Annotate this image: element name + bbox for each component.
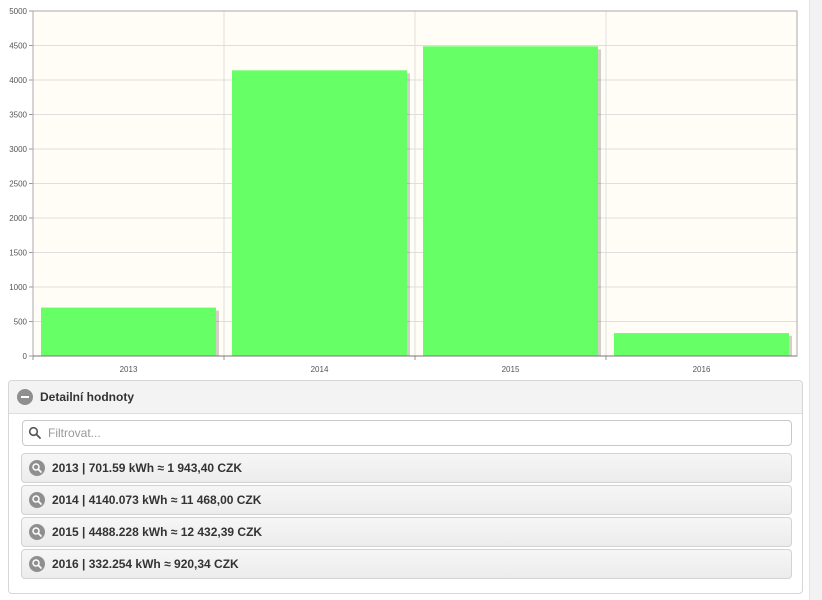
magnifier-icon xyxy=(29,524,45,540)
y-tick-label: 2000 xyxy=(9,214,27,223)
y-tick-label: 4500 xyxy=(9,42,27,51)
panel-header-toggle[interactable]: Detailní hodnoty xyxy=(9,381,802,414)
y-tick-label: 1500 xyxy=(9,249,27,258)
search-icon xyxy=(28,426,41,439)
list-item[interactable]: 2014 | 4140.073 kWh ≈ 11 468,00 CZK xyxy=(21,485,792,515)
collapse-minus-icon[interactable] xyxy=(17,389,33,405)
detail-list: 2013 | 701.59 kWh ≈ 1 943,40 CZK 2014 | … xyxy=(21,453,792,581)
y-tick-label: 3000 xyxy=(9,145,27,154)
y-tick-label: 500 xyxy=(14,318,28,327)
bar-chart: 0 500 1000 1500 2000 2500 3000 3500 4000 4500 5000… xyxy=(9,7,798,374)
list-item[interactable]: 2016 | 332.254 kWh ≈ 920,34 CZK xyxy=(21,549,792,579)
list-item-label: 2013 | 701.59 kWh ≈ 1 943,40 CZK xyxy=(52,461,243,475)
magnifier-icon xyxy=(29,492,45,508)
bar xyxy=(423,46,598,357)
y-tick-label: 0 xyxy=(23,352,28,361)
x-tick-label: 2015 xyxy=(502,365,520,374)
magnifier-icon xyxy=(29,460,45,476)
x-tick-label: 2014 xyxy=(311,365,329,374)
y-tick-label: 5000 xyxy=(9,7,27,16)
chart-svg: 0 500 1000 1500 2000 2500 3000 3500 4000 4500 5000… xyxy=(9,7,798,374)
x-tick-label: 2013 xyxy=(120,365,138,374)
magnifier-icon xyxy=(29,556,45,572)
panel-title: Detailní hodnoty xyxy=(40,390,134,404)
details-panel: Detailní hodnoty 2013 | 701.59 kWh ≈ 1 9… xyxy=(8,380,803,594)
list-item[interactable]: 2013 | 701.59 kWh ≈ 1 943,40 CZK xyxy=(21,453,792,483)
bar xyxy=(41,307,216,356)
y-tick-label: 3500 xyxy=(9,111,27,120)
bar xyxy=(232,70,407,356)
list-item[interactable]: 2015 | 4488.228 kWh ≈ 12 432,39 CZK xyxy=(21,517,792,547)
y-tick-label: 1000 xyxy=(9,283,27,292)
list-item-label: 2014 | 4140.073 kWh ≈ 11 468,00 CZK xyxy=(52,493,262,507)
x-tick-label: 2016 xyxy=(693,365,711,374)
y-tick-label: 4000 xyxy=(9,76,27,85)
list-item-label: 2016 | 332.254 kWh ≈ 920,34 CZK xyxy=(52,557,239,571)
list-item-label: 2015 | 4488.228 kWh ≈ 12 432,39 CZK xyxy=(52,525,263,539)
filter-input[interactable] xyxy=(46,422,791,444)
scrollbar[interactable] xyxy=(809,0,822,600)
y-tick-label: 2500 xyxy=(9,180,27,189)
filter-field[interactable] xyxy=(22,420,792,446)
bar xyxy=(614,333,789,356)
